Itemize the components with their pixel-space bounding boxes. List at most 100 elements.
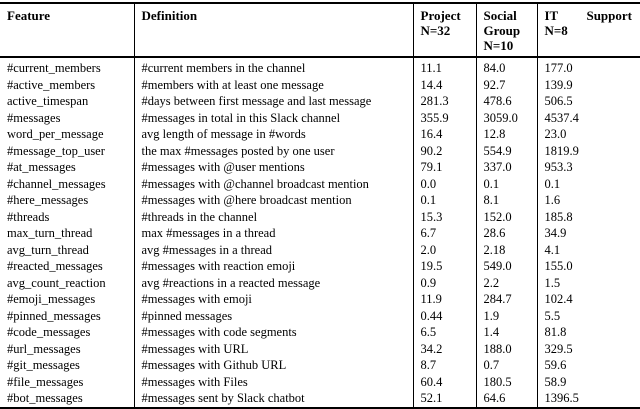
social-group-value-cell: 12.8 — [475, 126, 537, 143]
feature-cell: avg_turn_thread — [7, 242, 89, 257]
table-row: #current_members #current members in the… — [0, 57, 640, 77]
column-header-project-label: Project — [420, 8, 461, 23]
definition-cell: #pinned messages — [133, 307, 413, 324]
it-support-value-cell: 1819.9 — [536, 142, 640, 159]
feature-cell: active_timespan — [7, 94, 89, 108]
header-row: Feature Definition Project N=32 Social G… — [0, 3, 640, 58]
definition-cell: #messages with @user mentions — [133, 159, 413, 176]
feature-cell: #pinned_messages — [7, 308, 101, 323]
social-group-value-cell: 92.7 — [475, 76, 537, 93]
definition-cell: #days between first message and last mes… — [133, 93, 413, 110]
social-group-value-cell: 554.9 — [475, 142, 537, 159]
feature-cell: #code_messages — [7, 325, 91, 339]
table-header: Feature Definition Project N=32 Social G… — [0, 3, 640, 58]
definition-cell: #messages with emoji — [133, 291, 413, 308]
social-group-value-cell: 1.9 — [475, 307, 537, 324]
it-support-value-cell: 59.6 — [536, 357, 640, 374]
feature-cell: avg_count_reaction — [7, 275, 106, 290]
definition-cell: #messages with URL — [133, 340, 413, 357]
definition-cell: #messages with Github URL — [133, 357, 413, 374]
feature-cell: #current_members — [7, 61, 101, 75]
project-value-cell: 34.2 — [412, 340, 476, 357]
feature-cell: #channel_messages — [7, 176, 106, 191]
column-header-it-support: IT Support N=8 — [536, 3, 640, 58]
definition-cell: avg #messages in a thread — [133, 241, 413, 258]
social-group-value-cell: 0.1 — [475, 175, 537, 192]
project-value-cell: 15.3 — [412, 208, 476, 225]
column-header-project-n: N=32 — [420, 23, 451, 38]
social-group-value-cell: 64.6 — [475, 390, 537, 408]
it-support-value-cell: 1396.5 — [536, 390, 640, 408]
feature-cell: #here_messages — [7, 193, 89, 207]
table-row: avg_count_reaction avg #reactions in a r… — [0, 274, 640, 291]
definition-cell: #messages in total in this Slack channel — [133, 109, 413, 126]
table-row: word_per_message avg length of message i… — [0, 126, 640, 143]
feature-cell: #url_messages — [7, 341, 81, 356]
project-value-cell: 0.0 — [412, 175, 476, 192]
feature-cell: #git_messages — [7, 358, 80, 372]
project-value-cell: 11.1 — [412, 57, 476, 77]
table-row: max_turn_thread max #messages in a threa… — [0, 225, 640, 242]
social-group-value-cell: 188.0 — [475, 340, 537, 357]
column-header-social-group-label: Social Group — [483, 8, 521, 38]
feature-cell: #messages — [7, 110, 61, 125]
project-value-cell: 8.7 — [412, 357, 476, 374]
project-value-cell: 281.3 — [412, 93, 476, 110]
column-header-social-group-n: N=10 — [483, 38, 514, 53]
social-group-value-cell: 1.4 — [475, 324, 537, 341]
table-row: avg_turn_thread avg #messages in a threa… — [0, 241, 640, 258]
table-row: #code_messages #messages with code segme… — [0, 324, 640, 341]
social-group-value-cell: 8.1 — [475, 192, 537, 209]
feature-cell: word_per_message — [7, 127, 104, 141]
table-row: #emoji_messages #messages with emoji 11.… — [0, 291, 640, 308]
column-header-it-support-label-left: IT — [544, 8, 559, 23]
definition-cell: #threads in the channel — [133, 208, 413, 225]
definition-cell: #current members in the channel — [133, 57, 413, 77]
social-group-value-cell: 180.5 — [475, 373, 537, 390]
table-row: active_timespan #days between first mess… — [0, 93, 640, 110]
definition-cell: #messages with code segments — [133, 324, 413, 341]
table-body: #current_members #current members in the… — [0, 57, 640, 408]
it-support-value-cell: 58.9 — [536, 373, 640, 390]
project-value-cell: 16.4 — [412, 126, 476, 143]
it-support-value-cell: 4.1 — [536, 241, 640, 258]
table-row: #here_messages #messages with @here broa… — [0, 192, 640, 209]
table-row: #reacted_messages #messages with reactio… — [0, 258, 640, 275]
social-group-value-cell: 549.0 — [475, 258, 537, 275]
project-value-cell: 355.9 — [412, 109, 476, 126]
column-header-feature-label: Feature — [7, 8, 51, 23]
project-value-cell: 11.9 — [412, 291, 476, 308]
feature-cell: #at_messages — [7, 160, 76, 174]
it-support-value-cell: 23.0 — [536, 126, 640, 143]
it-support-value-cell: 177.0 — [536, 57, 640, 77]
it-support-value-cell: 5.5 — [536, 307, 640, 324]
feature-cell: #bot_messages — [7, 391, 83, 405]
project-value-cell: 6.7 — [412, 225, 476, 242]
it-support-value-cell: 4537.4 — [536, 109, 640, 126]
definition-cell: max #messages in a thread — [133, 225, 413, 242]
social-group-value-cell: 28.6 — [475, 225, 537, 242]
project-value-cell: 0.9 — [412, 274, 476, 291]
project-value-cell: 79.1 — [412, 159, 476, 176]
definition-cell: #messages with @here broadcast mention — [133, 192, 413, 209]
table-row: #pinned_messages #pinned messages 0.44 1… — [0, 307, 640, 324]
column-header-definition-label: Definition — [141, 8, 198, 23]
column-header-it-support-label-right: Support — [586, 8, 632, 23]
definition-cell: #members with at least one message — [133, 76, 413, 93]
project-value-cell: 6.5 — [412, 324, 476, 341]
it-support-value-cell: 155.0 — [536, 258, 640, 275]
column-header-social-group: Social Group N=10 — [475, 3, 537, 58]
feature-cell: #message_top_user — [7, 143, 105, 158]
it-support-value-cell: 953.3 — [536, 159, 640, 176]
it-support-value-cell: 1.5 — [536, 274, 640, 291]
definition-cell: avg #reactions in a reacted message — [133, 274, 413, 291]
table-row: #message_top_user the max #messages post… — [0, 142, 640, 159]
column-header-project: Project N=32 — [412, 3, 476, 58]
column-header-definition: Definition — [133, 3, 413, 58]
it-support-value-cell: 139.9 — [536, 76, 640, 93]
project-value-cell: 0.1 — [412, 192, 476, 209]
feature-cell: #reacted_messages — [7, 259, 103, 273]
project-value-cell: 19.5 — [412, 258, 476, 275]
